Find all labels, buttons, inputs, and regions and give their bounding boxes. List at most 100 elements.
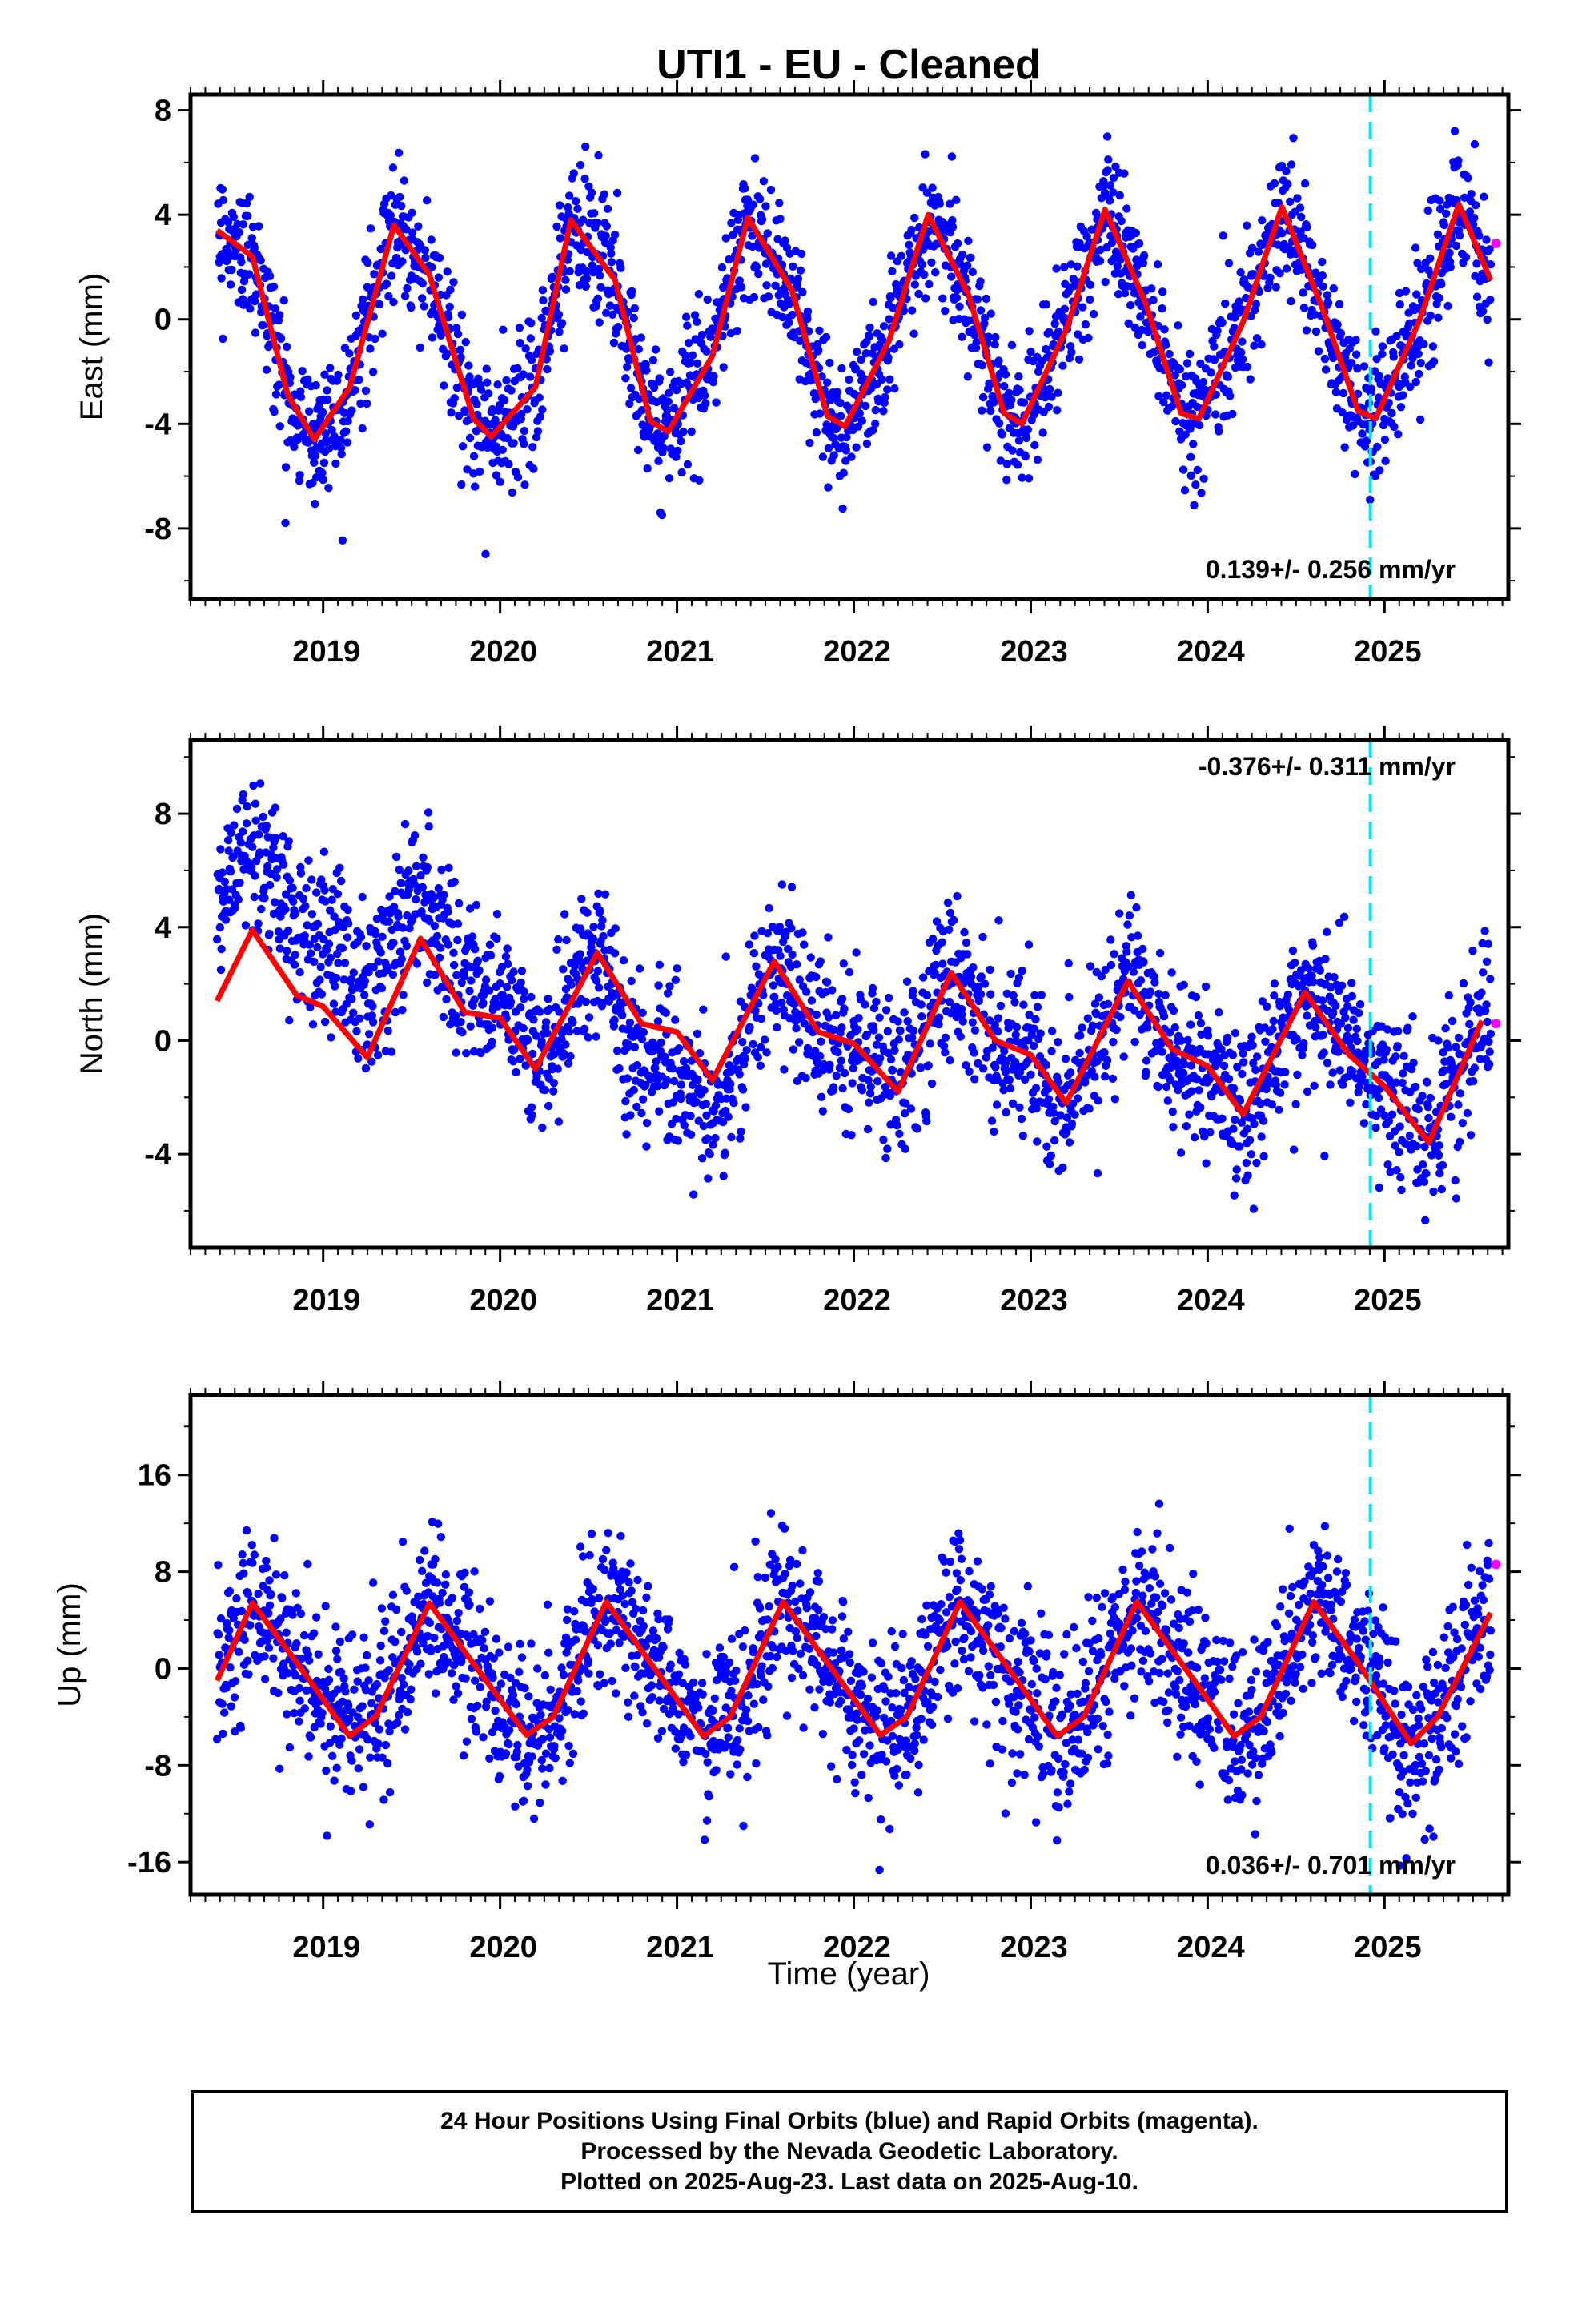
final-point: [883, 385, 892, 394]
final-point: [764, 292, 773, 301]
final-point: [905, 240, 913, 249]
final-point: [1443, 301, 1452, 311]
final-point: [902, 977, 912, 986]
final-point: [528, 443, 537, 452]
final-point: [1111, 162, 1120, 171]
final-point: [235, 228, 244, 237]
final-point: [596, 283, 605, 292]
final-point: [938, 938, 946, 947]
final-point: [468, 932, 477, 941]
final-point: [1223, 372, 1233, 381]
final-point: [805, 438, 814, 448]
final-point: [1379, 1055, 1388, 1064]
final-point: [1251, 300, 1261, 308]
final-point: [672, 452, 681, 461]
final-point: [655, 1107, 664, 1116]
final-point: [721, 952, 730, 961]
final-point: [823, 378, 832, 387]
final-point: [1454, 1100, 1463, 1109]
final-point: [623, 1074, 632, 1083]
final-point: [513, 364, 522, 373]
final-point: [973, 295, 982, 304]
final-point: [507, 386, 516, 395]
final-point: [1303, 223, 1311, 231]
final-point: [517, 409, 526, 419]
final-point: [953, 239, 962, 248]
final-point: [1106, 181, 1114, 190]
y-tick-label: 4: [155, 911, 171, 945]
final-point: [247, 234, 256, 243]
final-point: [1022, 433, 1031, 443]
final-point: [1012, 1023, 1022, 1031]
final-point: [584, 1013, 594, 1022]
final-point: [879, 1136, 888, 1144]
final-point: [886, 293, 895, 303]
final-point: [331, 973, 341, 983]
final-point: [1090, 1072, 1099, 1081]
final-point: [1142, 1056, 1151, 1065]
final-point: [869, 1026, 878, 1035]
final-point: [1375, 1183, 1383, 1192]
final-point: [318, 468, 327, 477]
final-point: [437, 866, 446, 875]
final-point: [1311, 327, 1321, 336]
final-point: [351, 386, 359, 395]
final-point: [1353, 1036, 1362, 1046]
final-point: [1390, 422, 1399, 432]
final-point: [978, 392, 988, 402]
final-point: [1238, 1069, 1247, 1079]
final-point: [1017, 1114, 1026, 1124]
final-point: [927, 1079, 937, 1088]
final-point: [648, 356, 658, 364]
final-point: [1154, 1082, 1162, 1092]
final-point: [1412, 1141, 1422, 1151]
final-point: [1023, 425, 1033, 434]
final-point: [304, 856, 313, 865]
final-point: [610, 949, 620, 958]
final-point: [817, 1037, 825, 1046]
final-point: [655, 960, 664, 970]
final-point: [318, 408, 327, 417]
final-point: [1065, 992, 1074, 1002]
final-point: [1326, 1080, 1335, 1089]
final-point: [1179, 980, 1188, 990]
final-point: [788, 310, 797, 320]
final-point: [753, 1053, 762, 1062]
final-point: [921, 294, 930, 303]
final-point: [338, 943, 347, 953]
final-point: [1337, 981, 1347, 991]
final-point: [285, 876, 295, 885]
final-point: [1439, 220, 1449, 230]
final-point: [1195, 420, 1204, 430]
final-point: [1319, 1031, 1327, 1039]
final-point: [1132, 903, 1141, 912]
final-point: [1468, 947, 1477, 955]
final-point: [561, 275, 570, 284]
final-point: [251, 296, 259, 306]
final-point: [1100, 1072, 1110, 1081]
final-point: [526, 372, 535, 381]
final-point: [1018, 473, 1026, 482]
final-point: [1447, 1016, 1457, 1026]
final-point: [749, 1039, 757, 1049]
final-point: [252, 290, 261, 299]
final-point: [1195, 1086, 1203, 1095]
final-point: [1189, 440, 1198, 448]
final-point: [673, 446, 682, 455]
final-point: [1484, 939, 1493, 948]
final-point: [1194, 1011, 1203, 1020]
final-point: [712, 398, 721, 407]
final-point: [1246, 375, 1255, 384]
final-point: [561, 285, 571, 294]
final-point: [677, 1094, 685, 1104]
final-point: [1281, 1068, 1290, 1077]
final-point: [1064, 959, 1073, 968]
final-point: [1105, 196, 1114, 205]
final-point: [492, 934, 501, 943]
final-point: [972, 337, 981, 347]
final-point: [1002, 1108, 1010, 1117]
final-point: [361, 386, 371, 396]
final-point: [838, 1084, 847, 1093]
final-point: [1403, 1023, 1412, 1032]
final-point: [539, 296, 548, 305]
